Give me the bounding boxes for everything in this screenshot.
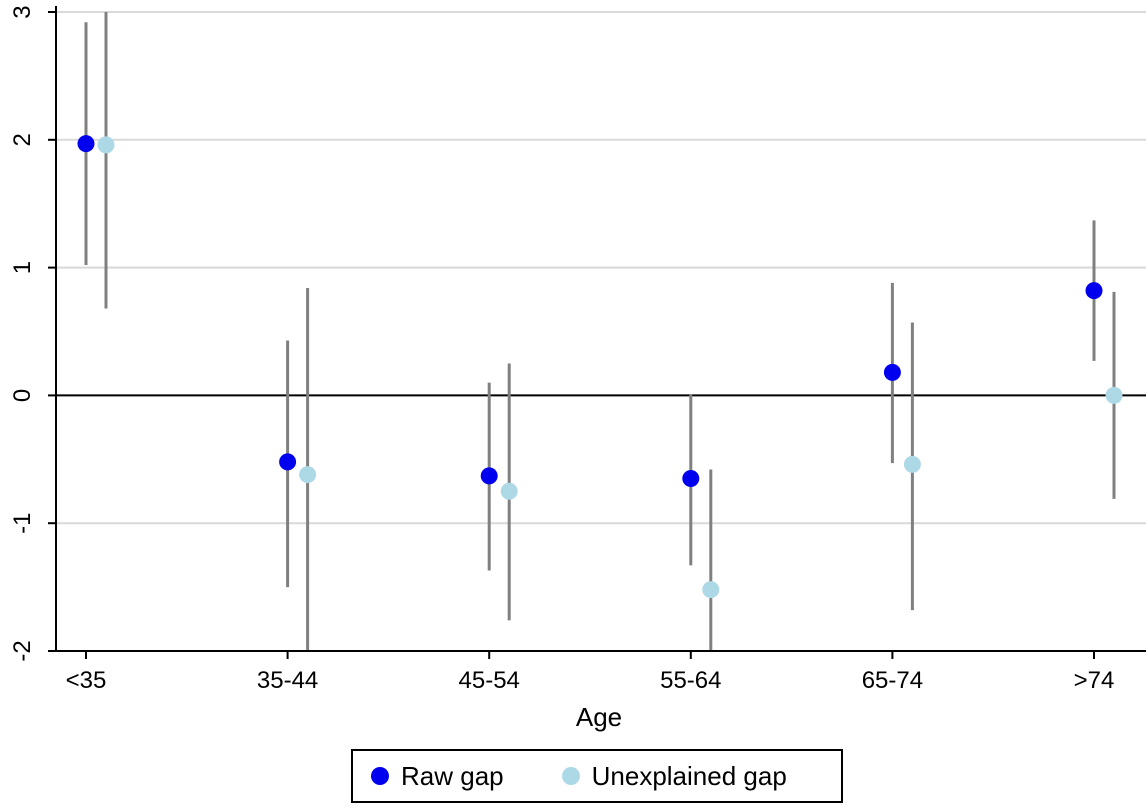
x-tick-label: 65-74 (862, 667, 923, 694)
x-tick-label: <35 (66, 667, 107, 694)
y-tick-label: 1 (9, 261, 36, 274)
axes (48, 6, 1146, 659)
unexplained-gap-point (1105, 386, 1123, 404)
tick-labels: -2 -1 0 1 2 3 <35 35-44 45-54 55-64 65-74 >74 (9, 5, 1114, 694)
raw-gap-point (480, 467, 498, 485)
legend-marker-raw-gap (371, 767, 389, 785)
x-tick-label: 45-54 (459, 667, 520, 694)
unexplained-gap-point (97, 136, 115, 154)
confidence-intervals (84, 12, 1116, 651)
legend-item-unexplained-gap: Unexplained gap (561, 760, 787, 792)
x-tick-label: 35-44 (257, 667, 318, 694)
raw-gap-point (682, 469, 700, 487)
legend-label-unexplained-gap: Unexplained gap (591, 760, 787, 791)
y-tick-label: -1 (9, 513, 36, 534)
data-points (77, 135, 1123, 599)
y-tick-label: 3 (9, 5, 36, 18)
raw-gap-point (1085, 282, 1103, 300)
y-tick-label: 0 (9, 389, 36, 402)
unexplained-gap-point (903, 455, 921, 473)
y-tick-label: -2 (9, 640, 36, 661)
raw-gap-point (77, 135, 95, 153)
x-tick-label: >74 (1074, 667, 1115, 694)
unexplained-gap-point (500, 482, 518, 500)
x-tick-label: 55-64 (660, 667, 721, 694)
raw-gap-point (279, 453, 297, 471)
y-tick-label: 2 (9, 133, 36, 146)
legend: Raw gap Unexplained gap (351, 749, 843, 803)
raw-gap-point (883, 363, 901, 381)
legend-marker-unexplained-gap (561, 767, 580, 785)
legend-label-raw-gap: Raw gap (401, 760, 504, 791)
legend-item-raw-gap: Raw gap (371, 761, 504, 792)
gridlines (56, 11, 1146, 652)
x-axis-title: Age (576, 702, 622, 732)
unexplained-gap-point (299, 466, 317, 484)
unexplained-gap-point (702, 581, 720, 599)
